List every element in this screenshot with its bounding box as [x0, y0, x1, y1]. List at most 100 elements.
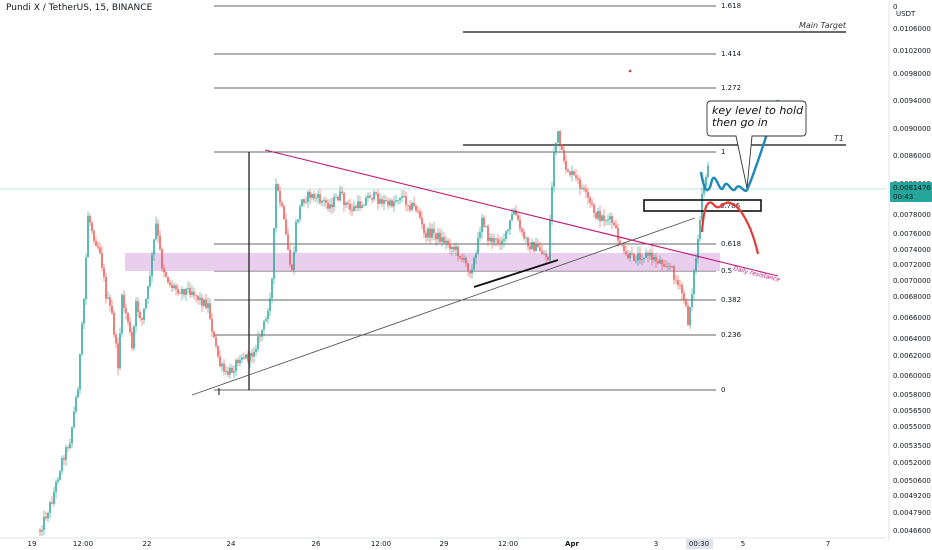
main-target-label: Main Target: [799, 21, 847, 30]
candle-body: [557, 131, 559, 143]
candle-body: [619, 240, 621, 245]
candle-body: [511, 214, 513, 221]
candle-body: [599, 211, 601, 221]
candle-body: [307, 191, 309, 202]
candle-body: [219, 356, 221, 367]
candle-body: [321, 200, 323, 203]
candle-body: [693, 270, 695, 295]
candle-body: [413, 202, 415, 206]
candle-body: [451, 246, 453, 249]
candle-body: [479, 232, 481, 238]
candle-body: [603, 215, 605, 221]
candle-body: [555, 142, 557, 152]
candle-body: [209, 303, 211, 319]
candle-body: [101, 253, 103, 268]
candle-body: [251, 353, 253, 357]
candle-body: [489, 237, 491, 241]
candle-body: [633, 253, 635, 261]
candle-body: [247, 354, 249, 361]
candle-body: [567, 169, 569, 172]
candle-body: [167, 276, 169, 283]
candle-body: [653, 256, 655, 260]
candle-body: [217, 345, 219, 357]
candle-body: [61, 458, 63, 472]
candle-body: [607, 219, 609, 221]
candle-body: [667, 266, 669, 268]
price-tick-label: 0.0050600: [893, 477, 931, 485]
candle-body: [671, 266, 673, 267]
candle-body: [297, 219, 299, 223]
time-tick-label: 19: [28, 540, 37, 548]
candle-body: [195, 295, 197, 297]
candle-body: [539, 247, 541, 251]
candle-body: [595, 212, 597, 219]
candle-body: [53, 491, 55, 504]
candle-body: [415, 205, 417, 211]
fib-0786-label: 0.786: [720, 202, 741, 210]
candle-body: [357, 201, 359, 208]
candle-body: [151, 254, 153, 276]
candle-body: [549, 220, 551, 261]
bearish-projection: [700, 201, 760, 255]
support-segment: [473, 259, 559, 288]
candle-body: [109, 297, 111, 306]
candle-body: [389, 200, 391, 206]
candle-body: [665, 266, 667, 268]
candle-body: [385, 200, 387, 202]
candle-body: [453, 246, 455, 250]
candle-body: [641, 259, 643, 260]
fib-0618-label: 0.618: [721, 240, 741, 248]
price-tick-label: 0.0064000: [893, 335, 931, 343]
candle-body: [497, 239, 499, 243]
fib-1-label: 1: [721, 148, 725, 156]
candle-body: [363, 205, 365, 207]
candle-body: [435, 233, 437, 240]
candle-body: [149, 275, 151, 287]
time-tick-label: 3: [654, 540, 658, 548]
candle-body: [271, 278, 273, 299]
candle-body: [277, 184, 279, 191]
candle-body: [483, 217, 485, 227]
candle-body: [367, 195, 369, 198]
price-tick-label: 0.0078000: [893, 211, 931, 219]
candle-body: [327, 202, 329, 209]
price-tick-label: 0.0052000: [893, 459, 931, 467]
candle-body: [71, 427, 73, 444]
candle-body: [279, 190, 281, 203]
candle-body: [99, 247, 101, 254]
candle-body: [115, 334, 117, 344]
candle-body: [365, 197, 367, 206]
candle-body: [617, 228, 619, 241]
candle-body: [183, 289, 185, 295]
candle-body: [577, 177, 579, 180]
candle-body: [41, 529, 43, 532]
candle-body: [139, 312, 141, 319]
candle-body: [303, 199, 305, 203]
candle-body: [527, 237, 529, 247]
candle-body: [331, 204, 333, 208]
candle-body: [317, 194, 319, 198]
candle-body: [129, 321, 131, 333]
candle-body: [521, 228, 523, 232]
candle-body: [615, 225, 617, 229]
candle-body: [291, 264, 293, 271]
candle-body: [631, 253, 633, 254]
time-tick-label: 12:00: [73, 540, 93, 548]
candle-body: [591, 202, 593, 205]
candle-body: [399, 197, 401, 201]
fib-1618-label: 1.618: [721, 2, 741, 10]
candle-body: [333, 197, 335, 208]
candle-body: [45, 516, 47, 519]
candle-body: [443, 237, 445, 243]
candle-body: [677, 280, 679, 285]
candle-body: [67, 447, 69, 449]
price-tick-label: 0.0049200: [893, 492, 931, 500]
price-tick-label: 0.0056500: [893, 407, 931, 415]
candle-body: [395, 200, 397, 202]
candle-body: [169, 282, 171, 285]
time-tick-label: 12:00: [371, 540, 391, 548]
candle-body: [225, 371, 227, 372]
candle-body: [83, 299, 85, 324]
candle-body: [143, 308, 145, 320]
